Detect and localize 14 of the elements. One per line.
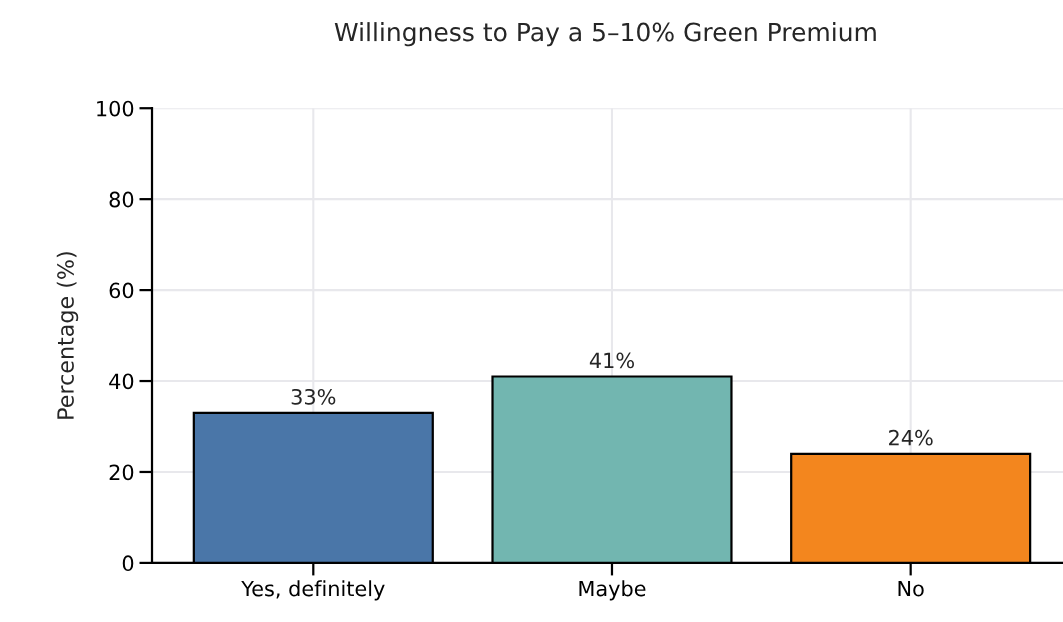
x-tick-label: Yes, definitely (241, 580, 385, 601)
chart-title: Willingness to Pay a 5–10% Green Premium (334, 22, 876, 47)
y-tick-label: 60 (109, 282, 134, 299)
data-label: 24% (889, 429, 933, 446)
x-tick-label: Maybe (579, 580, 646, 601)
y-tick-label: 40 (109, 373, 134, 390)
data-label: 41% (589, 352, 634, 369)
x-tick-label: No (898, 580, 924, 597)
y-tick-label: 0 (122, 555, 134, 572)
data-label: 33% (291, 388, 336, 405)
y-tick-label: 80 (109, 191, 134, 208)
y-tick-label: 100 (97, 100, 134, 117)
y-tick-label: 20 (109, 464, 134, 481)
y-axis-title: Percentage (%) (56, 252, 79, 419)
